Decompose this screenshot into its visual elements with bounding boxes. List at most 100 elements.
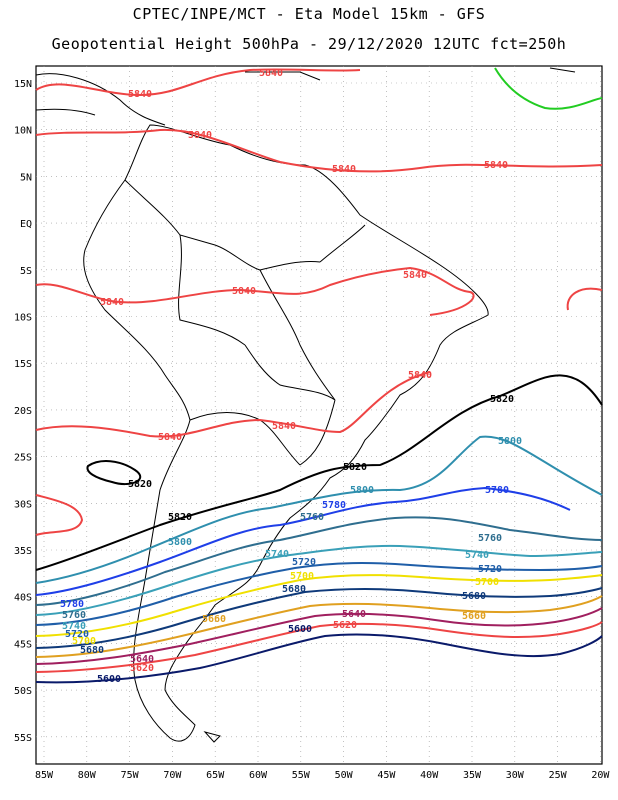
contour-5780 <box>35 486 571 596</box>
border-peru-bolivia <box>178 234 246 346</box>
contour-label-5600-atlantic: 5600 <box>288 624 312 635</box>
contour-label-5840-atlantic: 5840 <box>484 160 508 171</box>
lon-label: 75W <box>121 770 140 781</box>
border-brazil-west <box>259 269 336 401</box>
contour-green-north <box>494 67 603 110</box>
central-america-pacific-coast <box>35 108 96 116</box>
contour-label-5820-pacific: 5820 <box>128 479 152 490</box>
contour-label-5660-patagonia: 5660 <box>202 614 226 625</box>
lon-label: 65W <box>206 770 225 781</box>
lat-label: 45S <box>14 639 32 650</box>
contour-label-5800-atlantic: 5800 <box>498 436 522 447</box>
graticule <box>36 66 602 764</box>
lat-label: 35S <box>14 546 32 557</box>
contour-5820-main <box>35 374 603 571</box>
lat-label: 30S <box>14 499 32 510</box>
contour-label-5680-pacific: 5680 <box>80 645 104 656</box>
lon-label: 35W <box>463 770 482 781</box>
contour-label-5840-guiana: 5840 <box>332 164 356 175</box>
contour-5720 <box>35 562 603 626</box>
contour-label-5620-atlantic: 5620 <box>333 620 357 631</box>
lon-label: 60W <box>249 770 268 781</box>
contour-label-5740-argentina: 5740 <box>265 549 289 560</box>
lon-label: 80W <box>78 770 97 781</box>
contour-label-5680-argentina: 5680 <box>282 584 306 595</box>
lat-label: 10N <box>14 126 32 137</box>
contour-label-5720-pacific: 5720 <box>65 629 89 640</box>
contours <box>35 67 603 684</box>
map-title-line1: CPTEC/INPE/MCT - Eta Model 15km - GFS <box>132 5 486 23</box>
contour-label-5760-pacific: 5760 <box>62 610 86 621</box>
contour-5840-north <box>35 68 361 97</box>
lat-label: 40S <box>14 593 32 604</box>
contour-label-5820-atlantic: 5820 <box>490 394 514 405</box>
contour-label-5760-atlantic: 5760 <box>478 533 502 544</box>
lon-label: 30W <box>506 770 525 781</box>
contour-label-5840-chile: 5840 <box>158 432 182 443</box>
contour-5800 <box>35 435 603 584</box>
contour-label-5840-north: 5840 <box>259 68 283 79</box>
contour-5760 <box>35 516 603 606</box>
contour-label-5780-atlantic: 5780 <box>485 485 509 496</box>
lat-label: 20S <box>14 406 32 417</box>
contour-label-5720-atlantic: 5720 <box>478 564 502 575</box>
contour-label-5640-patagonia: 5640 <box>130 654 154 665</box>
lon-label: 85W <box>35 770 54 781</box>
contour-5840-tropical <box>35 266 475 316</box>
contour-label-5660-atlantic: 5660 <box>462 611 486 622</box>
contour-label-5760-plata: 5760 <box>300 512 324 523</box>
contour-label-5600-pacific: 5600 <box>97 674 121 685</box>
border-north <box>124 179 321 271</box>
contour-5820-cell <box>86 460 142 486</box>
contour-5600 <box>35 633 603 684</box>
contour-label-5840-peru: 5840 <box>100 297 124 308</box>
lat-label: 10S <box>14 313 32 324</box>
lat-label: 25S <box>14 453 32 464</box>
lat-label: 15S <box>14 359 32 370</box>
lon-label: 45W <box>377 770 396 781</box>
contour-label-5740-pacific: 5740 <box>62 621 86 632</box>
contour-5840-south <box>35 371 431 438</box>
lon-label: 50W <box>335 770 354 781</box>
caribbean-islands-east <box>549 67 576 73</box>
lat-label: 5S <box>20 266 32 277</box>
contour-label-5780-uruguay: 5780 <box>322 500 346 511</box>
contour-5840-ne <box>35 128 603 173</box>
contour-label-5820-chile: 5820 <box>168 512 192 523</box>
lon-label: 70W <box>163 770 182 781</box>
map-frame <box>35 65 603 765</box>
lat-label: 50S <box>14 686 32 697</box>
longitude-labels: 85W 80W 75W 70W 65W 60W 55W 50W 45W 40W 35W 30W 25W 2… <box>35 770 610 781</box>
border-bolivia-paraguay <box>244 344 336 401</box>
contour-labels: 5840 5840 5840 5840 5840 5840 5840 5840 … <box>60 68 522 685</box>
central-america-coast <box>35 73 166 126</box>
lon-label: 25W <box>549 770 568 781</box>
south-america-outline <box>83 124 489 742</box>
border-guianas <box>319 224 366 263</box>
contour-5640 <box>35 607 603 665</box>
contour-5740 <box>35 544 603 616</box>
contour-label-5800-south-brazil: 5800 <box>350 485 374 496</box>
contour-label-5620-patagonia: 5620 <box>130 663 154 674</box>
contour-label-5840-caribbean: 5840 <box>128 89 152 100</box>
contour-label-5700-argentina: 5700 <box>290 571 314 582</box>
contour-label-5780-pacific: 5780 <box>60 599 84 610</box>
contour-5840-east <box>566 287 603 311</box>
contour-label-5640-atlantic: 5640 <box>342 609 366 620</box>
contour-label-5820-uruguay: 5820 <box>343 462 367 473</box>
lon-label: 40W <box>420 770 439 781</box>
falkland-islands <box>203 731 221 743</box>
contour-label-5840-amazon: 5840 <box>232 286 256 297</box>
contour-label-5800-argentina: 5800 <box>168 537 192 548</box>
map-title-line2: Geopotential Height 500hPa - 29/12/2020 … <box>51 35 567 53</box>
lon-label: 20W <box>591 770 610 781</box>
border-brazil-south <box>299 399 336 466</box>
lat-label: 15N <box>14 79 32 90</box>
caribbean-islands <box>245 71 321 81</box>
lat-label: 5N <box>20 172 32 183</box>
contour-label-5840-ne-brazil: 5840 <box>403 270 427 281</box>
contour-label-5720-argentina: 5720 <box>292 557 316 568</box>
contour-label-5700-atlantic: 5700 <box>475 577 499 588</box>
latitude-labels: 15N 10N 5N EQ 5S 10S 15S 20S 25S 30S 35S 40S 45S 50S 5… <box>14 79 32 744</box>
